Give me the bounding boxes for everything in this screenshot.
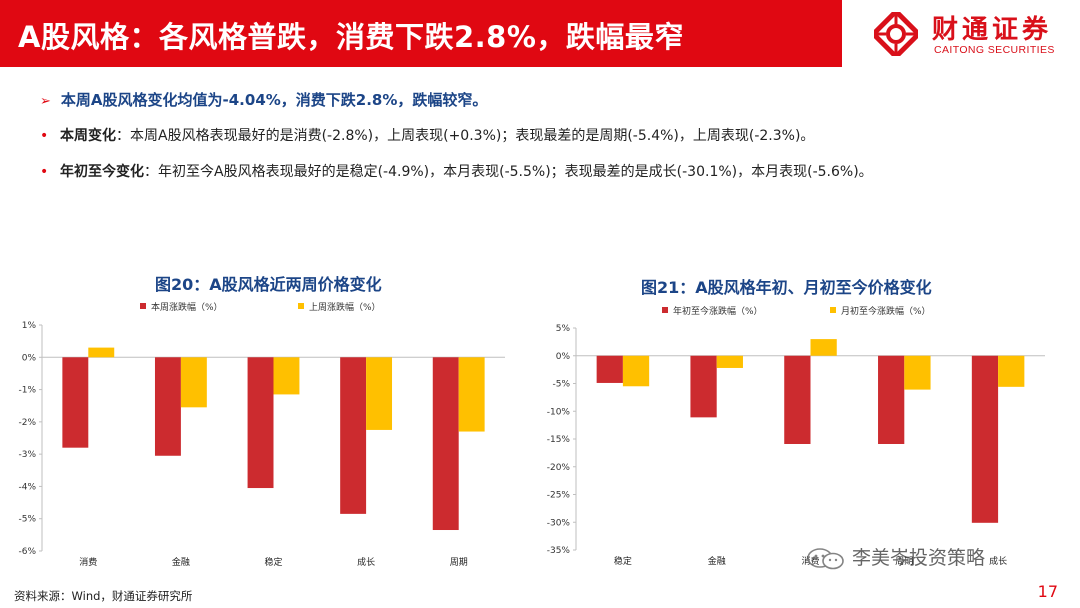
x-category-label: 稳定 bbox=[264, 556, 282, 568]
x-category-label: 稳定 bbox=[614, 555, 632, 567]
x-category-label: 消费 bbox=[801, 555, 819, 567]
y-tick-label: -2% bbox=[18, 418, 36, 428]
x-category-label: 消费 bbox=[79, 556, 97, 568]
caitong-logo-icon bbox=[874, 12, 918, 56]
bar-series2 bbox=[180, 357, 207, 408]
chart-title-fig20: 图20：A股风格近两周价格变化 bbox=[155, 275, 382, 294]
legend-swatch bbox=[298, 303, 304, 309]
bullet-label: 年初至今变化 bbox=[60, 164, 144, 180]
y-tick-label: -1% bbox=[18, 386, 36, 396]
y-tick-label: -35% bbox=[547, 546, 571, 556]
bullet-text: ：本周A股风格表现最好的是消费(-2.8%)，上周表现(+0.3%)；表现最差的… bbox=[116, 128, 815, 144]
y-tick-label: -6% bbox=[18, 547, 36, 557]
page-title: A股风格：各风格普跌，消费下跌2.8%，跌幅最窄 bbox=[18, 20, 684, 54]
bullet-text: ：年初至今A股风格表现最好的是稳定(-4.9%)，本月表现(-5.5%)；表现最… bbox=[144, 164, 873, 180]
y-tick-label: 5% bbox=[556, 324, 571, 334]
summary-line: ➢ 本周A股风格变化均值为-4.04%，消费下跌2.8%，跌幅较窄。 bbox=[40, 89, 487, 110]
bar-series2 bbox=[810, 339, 837, 356]
bullet-ytd-change: • 年初至今变化：年初至今A股风格表现最好的是稳定(-4.9%)，本月表现(-5.… bbox=[40, 161, 873, 181]
x-category-label: 成长 bbox=[357, 556, 375, 568]
bar-series1 bbox=[878, 355, 905, 444]
bar-series1 bbox=[784, 355, 811, 444]
y-tick-label: 0% bbox=[556, 352, 571, 362]
x-category-label: 金融 bbox=[708, 555, 726, 567]
arrow-bullet-icon: ➢ bbox=[40, 94, 51, 109]
legend-swatch bbox=[140, 303, 146, 309]
chart-fig20: 1% 0% -1% -2% -3% -4% -5% -6% 本周涨跌幅（%） 上周涨跌幅（%） 消费… bbox=[18, 301, 505, 568]
y-tick-label: -30% bbox=[547, 518, 571, 528]
bullet-dot-icon: • bbox=[40, 164, 49, 180]
bar-series1 bbox=[432, 357, 459, 531]
y-tick-label: -15% bbox=[547, 435, 571, 445]
wechat-icon bbox=[807, 547, 844, 569]
source-note: 资料来源：Wind，财通证券研究所 bbox=[14, 589, 193, 603]
chart-fig21: 5% 0% -5% -10% -15% -20% -25% -30% -35% 年初至今涨跌幅（%… bbox=[547, 305, 1045, 567]
bar-series1 bbox=[596, 355, 623, 383]
bar-series2 bbox=[998, 355, 1025, 387]
bullet-dot-icon: • bbox=[40, 128, 49, 144]
logo-chinese-text: 财通证券 bbox=[932, 15, 1053, 45]
y-tick-label: -4% bbox=[18, 482, 36, 492]
bar-series2 bbox=[904, 355, 931, 390]
y-tick-label: 1% bbox=[22, 321, 37, 331]
header-bar: A股风格：各风格普跌，消费下跌2.8%，跌幅最窄 财通证券 CAITONG SE… bbox=[0, 0, 1080, 67]
y-tick-label: -10% bbox=[547, 407, 571, 417]
legend-swatch bbox=[830, 307, 836, 313]
bar-series2 bbox=[622, 355, 650, 387]
bar-series1 bbox=[62, 357, 89, 448]
watermark-text: 李美岑投资策略 bbox=[852, 547, 986, 569]
page-number: 17 bbox=[1037, 582, 1058, 601]
legend-label: 年初至今涨跌幅（%） bbox=[673, 305, 763, 317]
bullet-weekly-change: • 本周变化：本周A股风格表现最好的是消费(-2.8%)，上周表现(+0.3%)；… bbox=[40, 125, 814, 145]
bar-series1 bbox=[690, 355, 717, 418]
y-tick-label: -3% bbox=[18, 450, 36, 460]
y-tick-label: -5% bbox=[18, 515, 36, 525]
x-category-label: 成长 bbox=[989, 555, 1007, 567]
y-tick-label: -25% bbox=[547, 491, 571, 501]
legend-swatch bbox=[662, 307, 668, 313]
y-tick-label: -5% bbox=[552, 380, 570, 390]
bar-series2 bbox=[366, 357, 393, 430]
brand-logo: 财通证券 CAITONG SECURITIES bbox=[842, 0, 1080, 67]
bar-series1 bbox=[247, 357, 274, 489]
logo-english-text: CAITONG SECURITIES bbox=[934, 44, 1055, 56]
y-tick-label: -20% bbox=[547, 463, 571, 473]
bar-series1 bbox=[154, 357, 181, 456]
legend-label: 月初至今涨跌幅（%） bbox=[841, 305, 931, 317]
x-category-label: 金融 bbox=[172, 556, 190, 568]
bullet-label: 本周变化 bbox=[60, 128, 116, 144]
bar-series1 bbox=[971, 355, 999, 523]
y-tick-label: 0% bbox=[22, 353, 37, 363]
summary-text: 本周A股风格变化均值为-4.04%，消费下跌2.8%，跌幅较窄。 bbox=[60, 91, 488, 109]
x-category-label: 周期 bbox=[895, 556, 913, 567]
bar-series2 bbox=[716, 355, 743, 368]
legend-label: 上周涨跌幅（%） bbox=[309, 301, 381, 313]
wechat-watermark: 李美岑投资策略 bbox=[806, 543, 985, 571]
chart-title-fig21: 图21：A股风格年初、月初至今价格变化 bbox=[641, 278, 932, 297]
bar-series1 bbox=[340, 357, 367, 514]
bar-series2 bbox=[273, 357, 300, 395]
bar-series2 bbox=[88, 347, 115, 358]
bar-series2 bbox=[458, 357, 485, 432]
legend-label: 本周涨跌幅（%） bbox=[151, 301, 223, 313]
x-category-label: 周期 bbox=[450, 557, 468, 568]
